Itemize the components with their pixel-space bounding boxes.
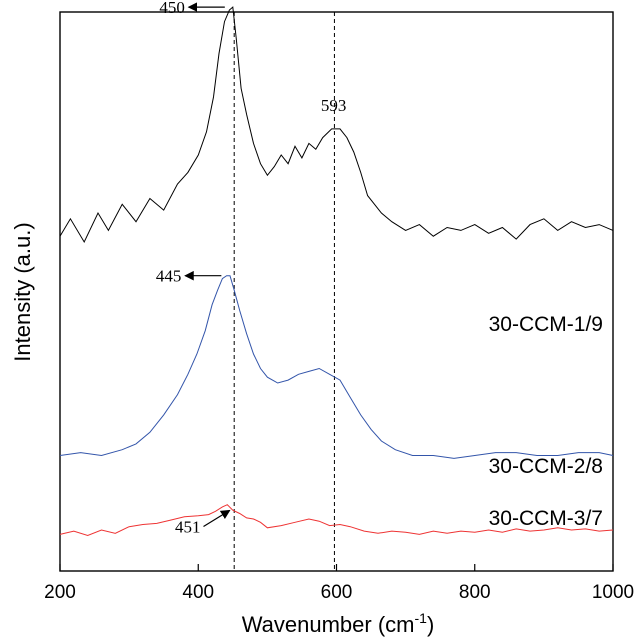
x-tick-label-4: 1000 bbox=[592, 582, 634, 603]
series-line-0 bbox=[60, 7, 613, 242]
series-label-1: 30-CCM-2/8 bbox=[489, 455, 603, 478]
x-axis-title: Wavenumber (cm-1) bbox=[242, 610, 435, 637]
x-tick-label-1: 400 bbox=[182, 582, 214, 603]
peak-label-3: 593 bbox=[321, 96, 347, 115]
peak-arrow-2 bbox=[204, 511, 230, 527]
peak-label-1: 445 bbox=[156, 267, 182, 286]
x-tick-label-2: 600 bbox=[321, 582, 353, 603]
series-label-0: 30-CCM-1/9 bbox=[489, 313, 603, 336]
x-axis-ticks: 200 400 600 800 1000 bbox=[44, 564, 634, 603]
y-axis-title: Intensity (a.u.) bbox=[10, 222, 35, 361]
peak-label-0: 450 bbox=[159, 0, 185, 17]
x-axis-title-superscript: -1 bbox=[415, 610, 428, 626]
series-label-2: 30-CCM-3/7 bbox=[489, 507, 603, 530]
series-labels: 30-CCM-1/9 30-CCM-2/8 30-CCM-3/7 bbox=[489, 313, 603, 530]
x-tick-label-0: 200 bbox=[44, 582, 76, 603]
x-tick-label-3: 800 bbox=[459, 582, 491, 603]
peak-label-2: 451 bbox=[175, 518, 201, 537]
peak-annotations: 450 445 451 593 bbox=[156, 0, 347, 537]
series-line-1 bbox=[60, 276, 613, 459]
reference-lines bbox=[234, 12, 334, 571]
